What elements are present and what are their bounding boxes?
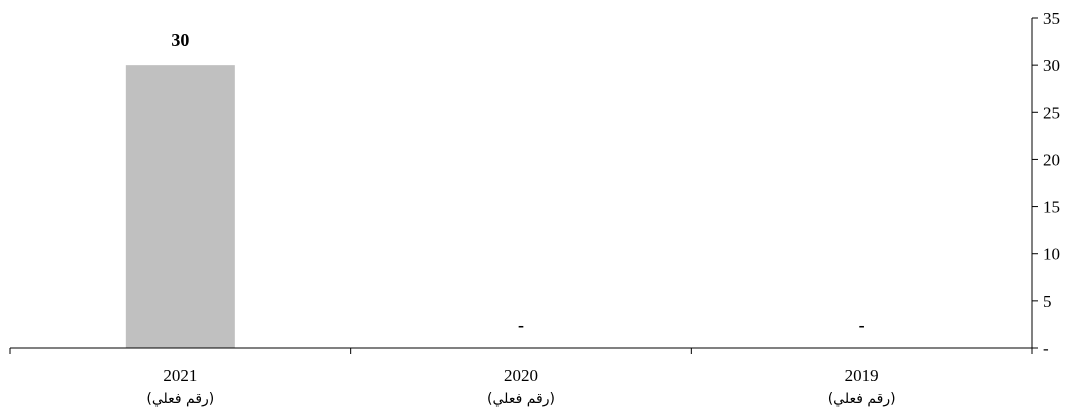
y-tick-label: 20: [1043, 150, 1060, 169]
bars-layer: [125, 65, 235, 349]
y-tick-label: 30: [1043, 56, 1060, 75]
category-label-2021: 2021: [163, 366, 197, 385]
data-label-2021: 30: [171, 30, 189, 50]
y-tick-label: 10: [1043, 245, 1060, 264]
y-tick-label: 15: [1043, 198, 1060, 217]
category-note-2021: (رقم فعلي): [146, 391, 214, 407]
data-label-2019: -: [859, 315, 865, 335]
data-label-2020: -: [518, 315, 524, 335]
bar-2021: [125, 65, 235, 349]
category-note-2020: (رقم فعلي): [487, 391, 555, 407]
y-tick-label: 35: [1043, 9, 1060, 28]
category-note-2019: (رقم فعلي): [828, 391, 896, 407]
axes-layer: [9, 17, 1038, 354]
y-tick-label: 25: [1043, 103, 1060, 122]
labels-layer: 30 2021 (رقم فعلي) - 2020 (رقم فعلي) - 2019 (رقم…: [146, 9, 1060, 407]
y-tick-label: -: [1043, 339, 1049, 358]
y-tick-label: 5: [1043, 292, 1052, 311]
category-label-2020: 2020: [504, 366, 538, 385]
category-label-2019: 2019: [845, 366, 879, 385]
